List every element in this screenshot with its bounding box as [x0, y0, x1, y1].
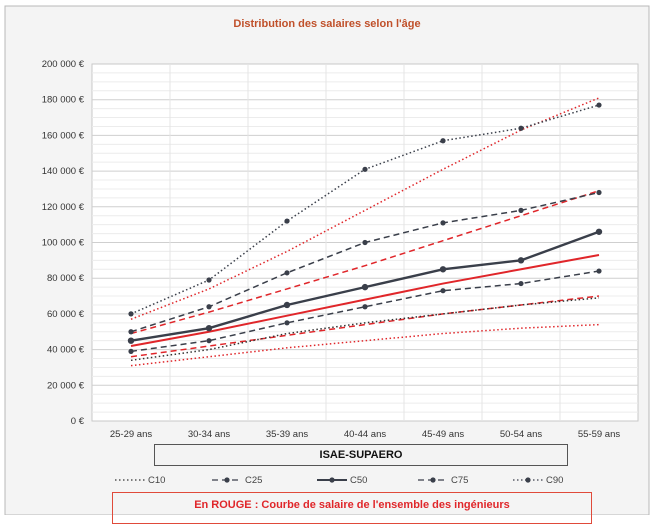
x-tick-label: 35-39 ans	[266, 429, 309, 440]
data-point-c25	[206, 338, 212, 344]
series-layer	[127, 102, 603, 362]
data-point-c90	[206, 277, 212, 283]
data-point-c90	[362, 166, 368, 172]
data-point-c75	[596, 189, 602, 196]
x-tick-label: 45-49 ans	[422, 429, 465, 440]
data-point-c75	[440, 220, 446, 226]
reference-line	[130, 254, 600, 348]
red-note-box: En ROUGE : Courbe de salaire de l'ensemb…	[112, 492, 592, 524]
x-tick-label: 30-34 ans	[188, 429, 231, 440]
y-tick-label: 200 000 €	[42, 59, 85, 70]
legend-marker-c50	[329, 477, 335, 483]
legend-label-c90: C90	[546, 475, 563, 486]
y-tick-label: 80 000 €	[47, 273, 85, 284]
data-point-c50	[127, 337, 135, 344]
series-line-c10	[130, 297, 600, 362]
legend-label-c50: C50	[350, 475, 367, 486]
y-tick-label: 0 €	[71, 416, 85, 427]
data-point-c75	[284, 270, 290, 276]
reference-line	[130, 190, 600, 335]
data-point-c25	[284, 320, 290, 326]
y-tick-label: 140 000 €	[42, 166, 85, 177]
legend-marker-c25	[224, 477, 230, 483]
data-point-c50	[361, 283, 369, 291]
chart-title: Distribution des salaires selon l'âge	[233, 18, 421, 30]
data-point-c75	[128, 329, 134, 335]
data-point-c90	[440, 138, 446, 144]
x-tick-label: 50-54 ans	[500, 429, 543, 440]
legend-marker-c90	[525, 477, 531, 483]
y-axis-ticks: 0 € 20 000 € 40 000 € 60 000 € 80 000 € 100 0…	[42, 59, 85, 427]
data-point-c25	[362, 304, 368, 310]
x-axis-ticks: 25-29 ans 30-34 ans 35-39 ans 40-44 ans 45-4…	[110, 429, 621, 440]
x-tick-label: 55-59 ans	[578, 429, 621, 440]
data-point-c50	[283, 301, 291, 309]
data-point-c25	[440, 288, 446, 294]
y-tick-label: 60 000 €	[47, 309, 85, 320]
x-tick-label: 40-44 ans	[344, 429, 387, 440]
data-point-c50	[439, 266, 447, 273]
y-tick-label: 20 000 €	[47, 380, 85, 391]
data-point-c90	[284, 218, 290, 224]
data-point-c75	[362, 239, 368, 246]
legend-label-c75: C75	[451, 475, 468, 486]
legend-label-c10: C10	[148, 475, 165, 486]
legend: C10 C25 C50 C75 C90	[115, 475, 563, 486]
y-tick-label: 180 000 €	[42, 95, 85, 106]
reference-series-layer	[130, 97, 600, 367]
reference-line	[130, 295, 600, 358]
x-axis-title: ISAE-SUPAERO	[154, 444, 568, 466]
y-tick-label: 100 000 €	[42, 238, 85, 249]
data-point-c90	[518, 125, 524, 131]
data-point-c90	[596, 102, 602, 108]
legend-label-c25: C25	[245, 475, 262, 486]
data-point-c75	[518, 207, 524, 213]
y-tick-label: 40 000 €	[47, 345, 85, 356]
data-point-c25	[518, 280, 524, 287]
data-point-c50	[595, 228, 603, 235]
data-point-c50	[205, 324, 213, 332]
y-tick-label: 160 000 €	[42, 130, 85, 141]
data-point-c25	[596, 268, 602, 274]
data-point-c50	[517, 257, 525, 264]
data-point-c90	[128, 311, 134, 317]
x-tick-label: 25-29 ans	[110, 429, 153, 440]
y-tick-label: 120 000 €	[42, 202, 85, 213]
legend-marker-c75	[430, 477, 436, 483]
data-point-c75	[206, 304, 212, 310]
data-point-c25	[128, 348, 134, 354]
